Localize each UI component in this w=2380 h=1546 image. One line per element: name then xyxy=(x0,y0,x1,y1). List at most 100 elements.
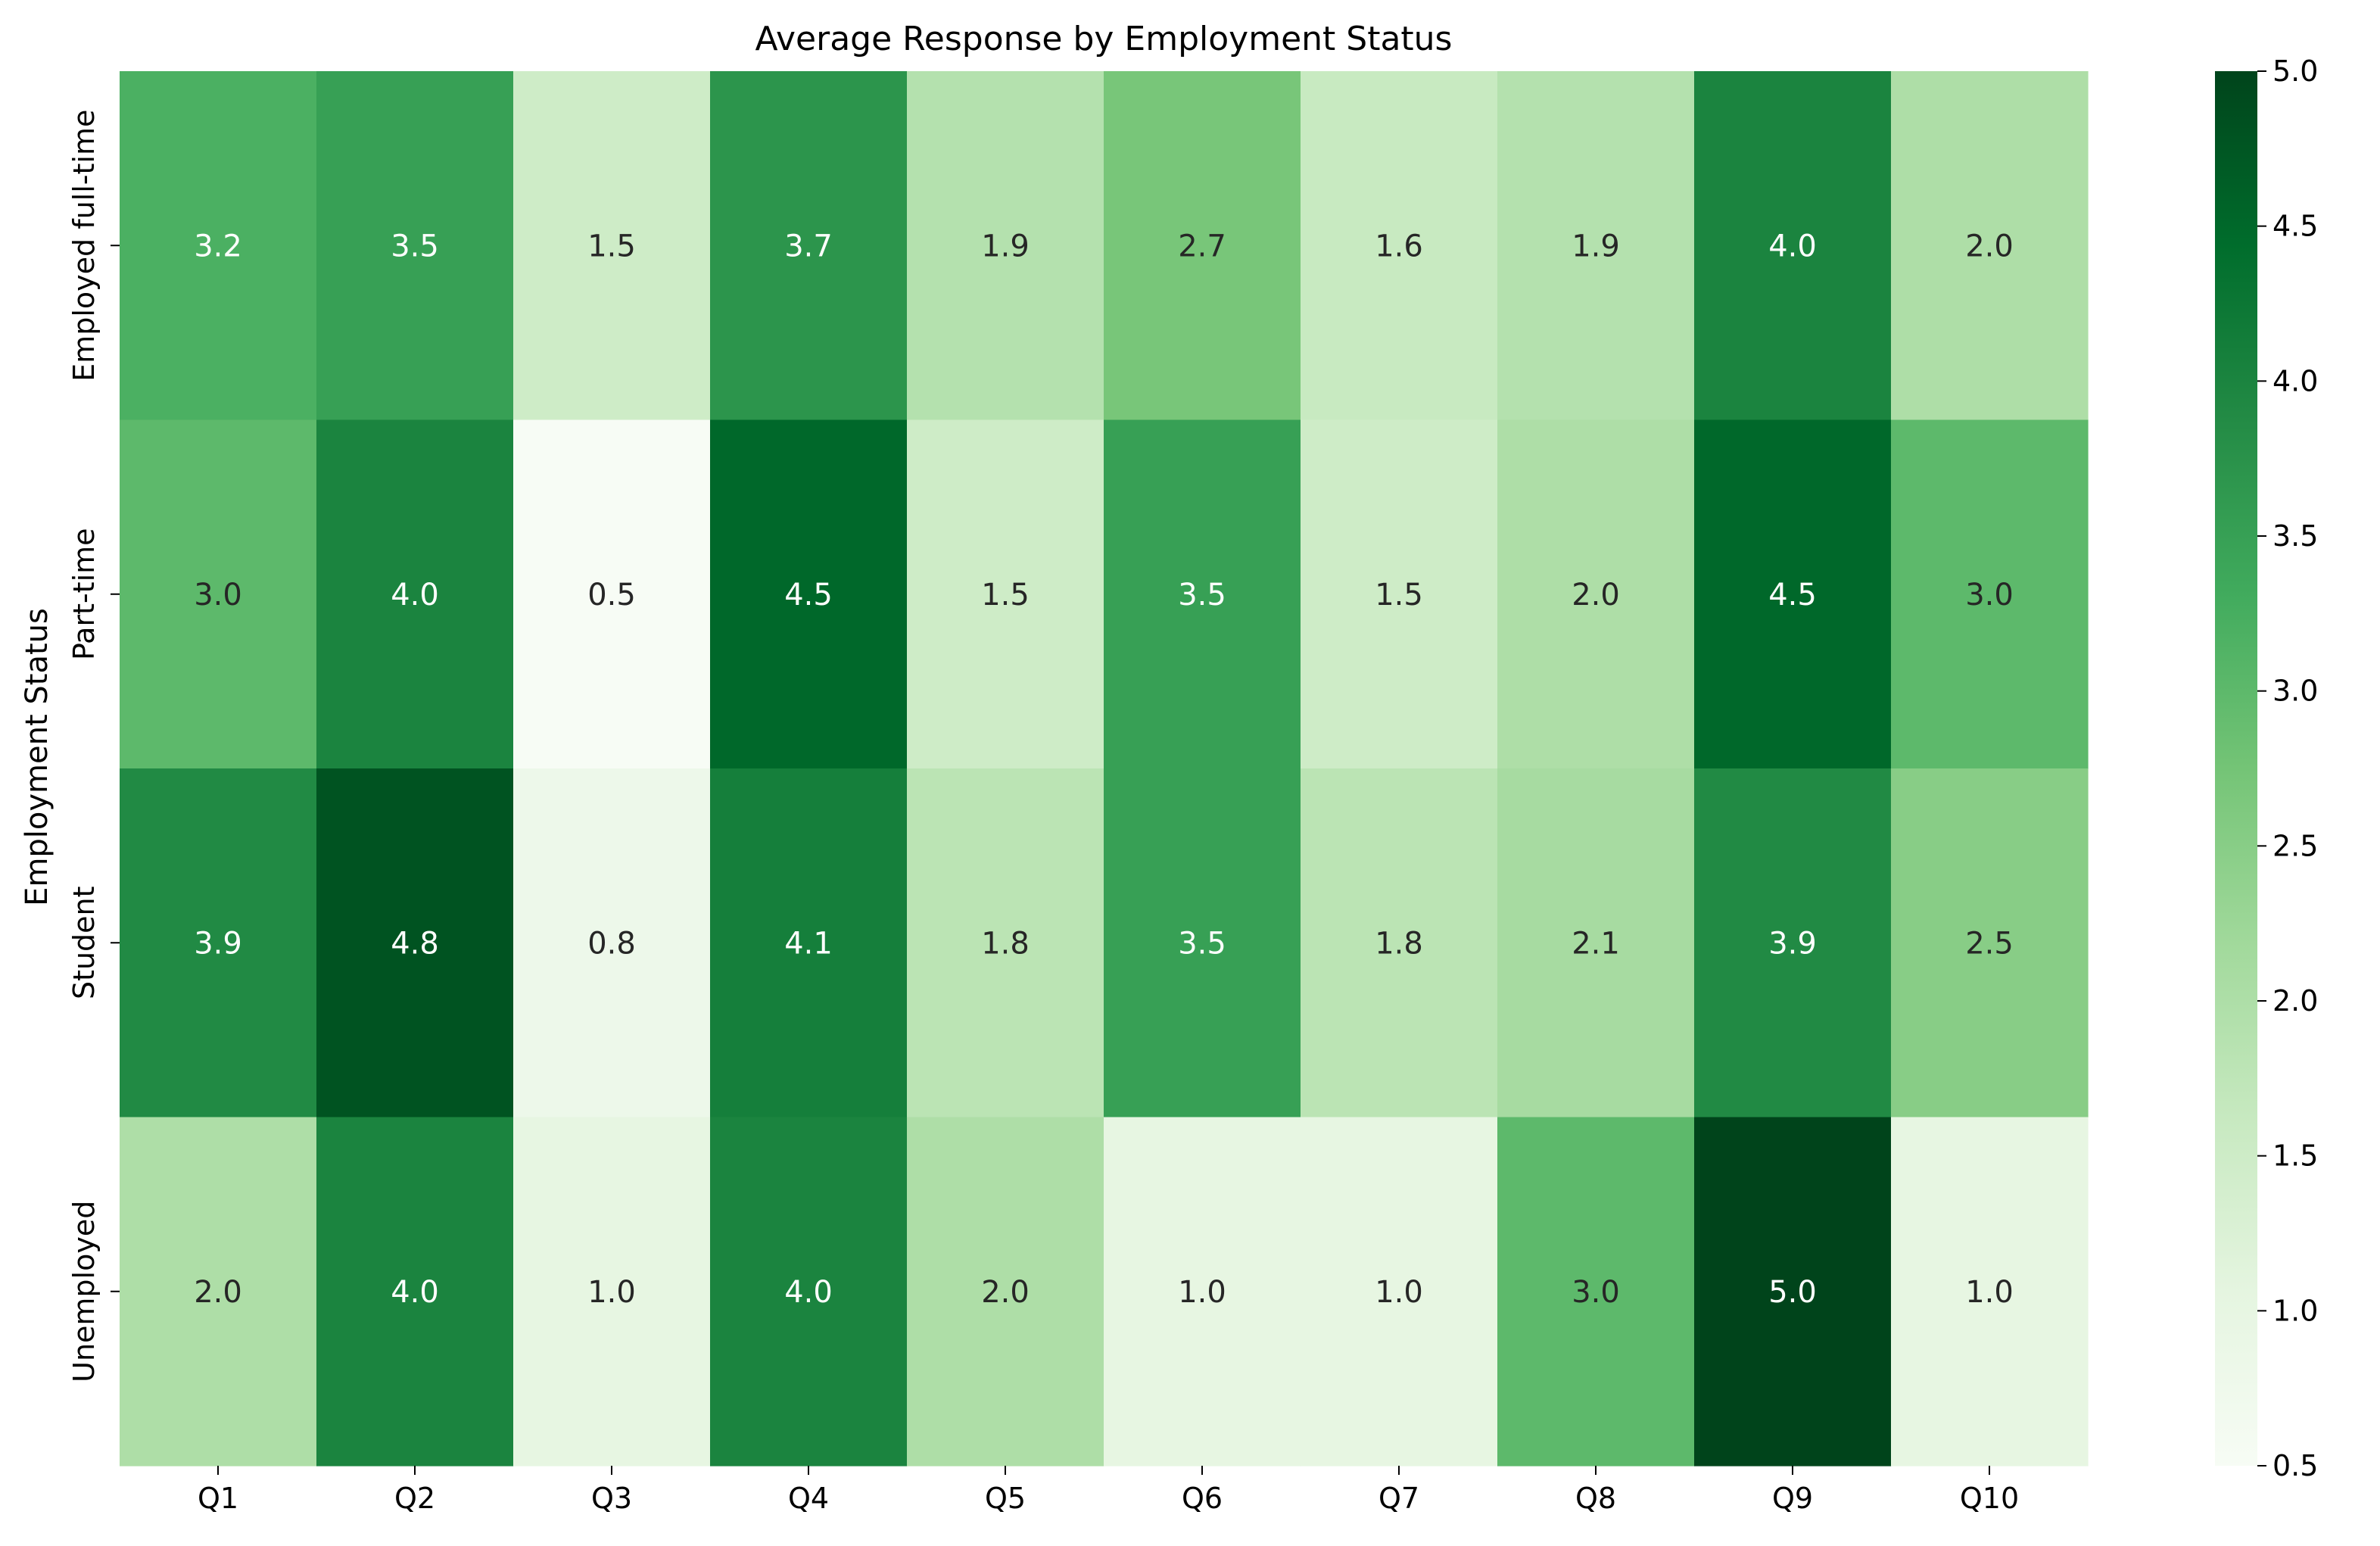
cell-value-label: 4.0 xyxy=(784,1275,833,1310)
heatmap-cell xyxy=(316,419,514,769)
heatmap-cell xyxy=(1104,768,1301,1118)
heatmap-cell xyxy=(316,71,514,421)
heatmap-cell xyxy=(1891,1117,2089,1467)
heatmap-cell xyxy=(1104,419,1301,769)
heatmap-cell xyxy=(1694,1117,1892,1467)
cell-value-label: 4.0 xyxy=(391,1275,439,1310)
heatmap-cell xyxy=(120,768,317,1118)
heatmap-cell xyxy=(513,1117,711,1467)
x-tick-label: Q10 xyxy=(1960,1482,2019,1515)
cell-value-label: 3.0 xyxy=(1572,1275,1620,1310)
cell-value-label: 1.0 xyxy=(1375,1275,1423,1310)
cell-value-label: 4.1 xyxy=(784,926,833,961)
cell-value-label: 1.5 xyxy=(981,578,1030,612)
cell-value-label: 1.5 xyxy=(587,229,636,263)
x-tick-label: Q6 xyxy=(1182,1482,1223,1515)
heatmap-cell xyxy=(513,419,711,769)
cell-value-label: 3.0 xyxy=(194,578,242,612)
cell-value-label: 4.5 xyxy=(1768,578,1817,612)
heatmap-cell xyxy=(710,419,908,769)
heatmap-cell xyxy=(120,1117,317,1467)
cell-value-label: 2.0 xyxy=(981,1275,1030,1310)
cell-value-label: 4.0 xyxy=(1768,229,1817,263)
colorbar-tick-label: 2.0 xyxy=(2273,984,2318,1018)
cell-value-label: 0.5 xyxy=(587,578,636,612)
cell-value-label: 2.7 xyxy=(1178,229,1226,263)
chart-title: Average Response by Employment Status xyxy=(755,20,1453,58)
cell-value-label: 3.2 xyxy=(194,229,242,263)
y-axis-title: Employment Status xyxy=(20,608,55,906)
cell-value-label: 1.8 xyxy=(1375,926,1423,961)
colorbar-tick-label: 1.0 xyxy=(2273,1294,2318,1327)
colorbar-tick-label: 3.5 xyxy=(2273,519,2318,553)
heatmap-cell xyxy=(907,768,1104,1118)
colorbar xyxy=(2215,71,2257,1466)
x-tick-label: Q9 xyxy=(1772,1482,1813,1515)
colorbar-tick-label: 0.5 xyxy=(2273,1449,2318,1482)
colorbar-tick-label: 1.5 xyxy=(2273,1139,2318,1173)
cell-value-label: 4.8 xyxy=(391,926,439,961)
x-tick-label: Q1 xyxy=(198,1482,238,1515)
heatmap-cell xyxy=(710,1117,908,1467)
heatmap-cell xyxy=(907,71,1104,421)
cell-value-label: 3.9 xyxy=(1768,926,1817,961)
heatmap-cell xyxy=(120,71,317,421)
cell-value-label: 1.8 xyxy=(981,926,1030,961)
x-tick-label: Q8 xyxy=(1575,1482,1616,1515)
y-tick-label: Unemployed xyxy=(67,1201,101,1382)
heatmap-cell xyxy=(1891,71,2089,421)
heatmap-cell xyxy=(1497,71,1695,421)
heatmap-cell xyxy=(1497,1117,1695,1467)
colorbar-tick-label: 5.0 xyxy=(2273,55,2318,88)
cell-value-label: 3.5 xyxy=(1178,578,1226,612)
cell-value-label: 3.0 xyxy=(1965,578,2014,612)
x-tick-label: Q7 xyxy=(1378,1482,1419,1515)
cell-value-label: 1.5 xyxy=(1375,578,1423,612)
cell-value-label: 1.0 xyxy=(1178,1275,1226,1310)
cell-value-label: 3.9 xyxy=(194,926,242,961)
cell-value-label: 4.5 xyxy=(784,578,833,612)
cell-value-label: 2.0 xyxy=(1572,578,1620,612)
x-tick-label: Q2 xyxy=(394,1482,435,1515)
heatmap-cell xyxy=(1497,768,1695,1118)
heatmap-cell xyxy=(1104,1117,1301,1467)
heatmap-cell xyxy=(1301,768,1498,1118)
cell-value-label: 1.0 xyxy=(1965,1275,2014,1310)
heatmap-cell xyxy=(1301,71,1498,421)
x-tick-label: Q3 xyxy=(591,1482,632,1515)
heatmap-cell xyxy=(710,71,908,421)
x-tick-label: Q5 xyxy=(985,1482,1026,1515)
y-tick-label: Part-time xyxy=(67,528,101,660)
y-axis: Employed full-time Part-time Student Unempl… xyxy=(67,110,120,1382)
colorbar-tick-label: 4.5 xyxy=(2273,210,2318,243)
colorbar-tick-label: 4.0 xyxy=(2273,364,2318,397)
heatmap-cell xyxy=(513,768,711,1118)
heatmap-cell xyxy=(316,1117,514,1467)
heatmap-cells: 3.2 3.5 1.5 3.7 1.9 2.7 1.6 1.9 4.0 2.0 3.0 4.0 0.5 4… xyxy=(120,71,2089,1467)
heatmap-cell xyxy=(1694,768,1892,1118)
heatmap-cell xyxy=(1497,419,1695,769)
heatmap-cell xyxy=(1104,71,1301,421)
colorbar-tick-label: 3.0 xyxy=(2273,675,2318,708)
cell-value-label: 1.9 xyxy=(981,229,1030,263)
colorbar-tick-label: 2.5 xyxy=(2273,829,2318,862)
x-tick-label: Q4 xyxy=(788,1482,829,1515)
cell-value-label: 2.0 xyxy=(194,1275,242,1310)
heatmap-cell xyxy=(513,71,711,421)
heatmap-cell xyxy=(1891,419,2089,769)
y-tick-label: Employed full-time xyxy=(67,110,101,382)
heatmap-cell xyxy=(316,768,514,1118)
cell-value-label: 1.9 xyxy=(1572,229,1620,263)
cell-value-label: 3.5 xyxy=(1178,926,1226,961)
heatmap-cell xyxy=(907,1117,1104,1467)
x-axis: Q1 Q2 Q3 Q4 Q5 Q6 Q7 Q8 Q9 Q10 xyxy=(198,1466,2019,1515)
colorbar-axis: 0.5 1.0 1.5 2.0 2.5 3.0 3.5 4.0 4.5 5.0 xyxy=(2257,55,2318,1482)
cell-value-label: 5.0 xyxy=(1768,1275,1817,1310)
cell-value-label: 1.6 xyxy=(1375,229,1423,263)
cell-value-label: 2.1 xyxy=(1572,926,1620,961)
heatmap-cell xyxy=(907,419,1104,769)
heatmap-cell xyxy=(1301,1117,1498,1467)
cell-value-label: 2.5 xyxy=(1965,926,2014,961)
heatmap-cell xyxy=(120,419,317,769)
